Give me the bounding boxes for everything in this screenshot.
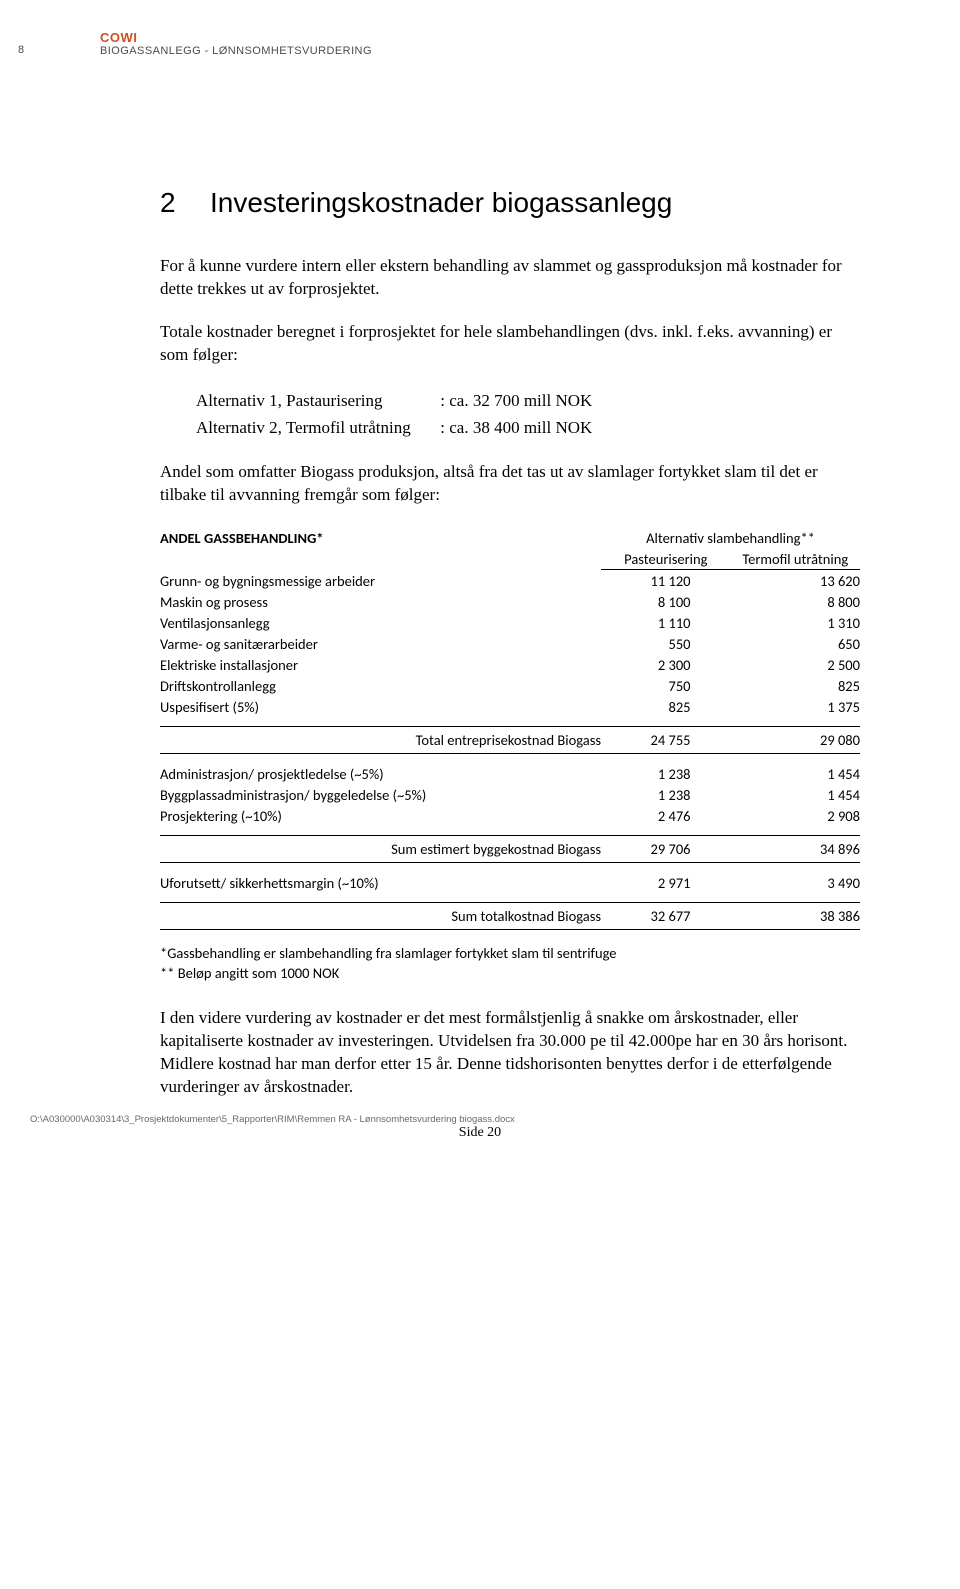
paragraph-intro-1: For å kunne vurdere intern eller ekstern… [160, 255, 860, 301]
row-val-b: 8 800 [731, 591, 860, 612]
total-label: Sum totalkostnad Biogass [160, 903, 601, 930]
subtotal-2-label: Sum estimert byggekostnad Biogass [160, 836, 601, 863]
row-val-b: 2 908 [731, 805, 860, 826]
table-note-1: *Gassbehandling er slambehandling fra sl… [160, 944, 860, 964]
table-header-row-1: ANDEL GASSBEHANDLING* Alternativ slambeh… [160, 527, 860, 548]
row-label: Uspesifisert (5%) [160, 696, 601, 717]
table-note-2: ** Beløp angitt som 1000 NOK [160, 964, 860, 984]
page-content: 2Investeringskostnader biogassanlegg For… [160, 187, 860, 1099]
table-supertitle-right: Alternativ slambehandling** [601, 527, 860, 548]
table-row: Driftskontrollanlegg 750 825 [160, 675, 860, 696]
row-val-a: 1 110 [601, 612, 730, 633]
row-label: Varme- og sanitærarbeider [160, 633, 601, 654]
alternative-row-1: Alternativ 1, Pastaurisering : ca. 32 70… [196, 387, 860, 414]
row-val-a: 1 238 [601, 763, 730, 784]
footer-path: O:\A030000\A030314\3_Prosjektdokumenter\… [30, 1114, 515, 1125]
table-row: Elektriske installasjoner 2 300 2 500 [160, 654, 860, 675]
alternatives-list: Alternativ 1, Pastaurisering : ca. 32 70… [196, 387, 860, 441]
table-row: Prosjektering (~10%) 2 476 2 908 [160, 805, 860, 826]
alternative-2-value: : ca. 38 400 mill NOK [440, 418, 592, 437]
row-val-b: 825 [731, 675, 860, 696]
section-title-text: Investeringskostnader biogassanlegg [210, 187, 672, 218]
row-label: Grunn- og bygningsmessige arbeider [160, 570, 601, 592]
row-val-a: 2 300 [601, 654, 730, 675]
row-label: Driftskontrollanlegg [160, 675, 601, 696]
row-val-a: 750 [601, 675, 730, 696]
subtotal-row-1: Total entreprisekostnad Biogass 24 755 2… [160, 727, 860, 754]
row-val-a: 825 [601, 696, 730, 717]
subtotal-1-a: 24 755 [601, 727, 730, 754]
row-val-b: 1 310 [731, 612, 860, 633]
alternative-1-value: : ca. 32 700 mill NOK [440, 391, 592, 410]
subtotal-row-2: Sum estimert byggekostnad Biogass 29 706… [160, 836, 860, 863]
row-val-b: 13 620 [731, 570, 860, 592]
table-row: Administrasjon/ prosjektledelse (~5%) 1 … [160, 763, 860, 784]
alternative-2-label: Alternativ 2, Termofil utråtning [196, 414, 436, 441]
cost-table: ANDEL GASSBEHANDLING* Alternativ slambeh… [160, 527, 860, 983]
row-val-a: 2 476 [601, 805, 730, 826]
page-footer: O:\A030000\A030314\3_Prosjektdokumenter\… [30, 1114, 930, 1141]
logo-text: COWI [100, 30, 860, 45]
col-a-head: Pasteurisering [601, 548, 730, 570]
total-a: 32 677 [601, 903, 730, 930]
row-val-a: 2 971 [601, 872, 730, 893]
row-val-a: 1 238 [601, 784, 730, 805]
table-row: Maskin og prosess 8 100 8 800 [160, 591, 860, 612]
paragraph-intro-2: Totale kostnader beregnet i forprosjekte… [160, 321, 860, 367]
row-label: Prosjektering (~10%) [160, 805, 601, 826]
row-label: Uforutsett/ sikkerhettsmargin (~10%) [160, 872, 601, 893]
table-row: Uforutsett/ sikkerhettsmargin (~10%) 2 9… [160, 872, 860, 893]
row-val-b: 1 375 [731, 696, 860, 717]
table-header-row-2: Pasteurisering Termofil utråtning [160, 548, 860, 570]
row-val-b: 1 454 [731, 784, 860, 805]
total-b: 38 386 [731, 903, 860, 930]
alternative-row-2: Alternativ 2, Termofil utråtning : ca. 3… [196, 414, 860, 441]
total-row: Sum totalkostnad Biogass 32 677 38 386 [160, 903, 860, 930]
running-title: BIOGASSANLEGG - LØNNSOMHETSVURDERING [100, 45, 860, 57]
alternative-1-label: Alternativ 1, Pastaurisering [196, 387, 436, 414]
subtotal-2-b: 34 896 [731, 836, 860, 863]
row-label: Elektriske installasjoner [160, 654, 601, 675]
page-number-top: 8 [18, 44, 24, 56]
page-header: COWI BIOGASSANLEGG - LØNNSOMHETSVURDERIN… [100, 30, 860, 57]
table-row: Byggplassadministrasjon/ byggeledelse (~… [160, 784, 860, 805]
row-label: Administrasjon/ prosjektledelse (~5%) [160, 763, 601, 784]
row-val-a: 11 120 [601, 570, 730, 592]
paragraph-closing: I den videre vurdering av kostnader er d… [160, 1007, 860, 1099]
section-number: 2 [160, 187, 210, 219]
section-heading: 2Investeringskostnader biogassanlegg [160, 187, 860, 219]
row-val-b: 2 500 [731, 654, 860, 675]
row-val-b: 1 454 [731, 763, 860, 784]
table-row: Varme- og sanitærarbeider 550 650 [160, 633, 860, 654]
row-val-b: 650 [731, 633, 860, 654]
table-row: Grunn- og bygningsmessige arbeider 11 12… [160, 570, 860, 592]
paragraph-intro-3: Andel som omfatter Biogass produksjon, a… [160, 461, 860, 507]
table-row: Uspesifisert (5%) 825 1 375 [160, 696, 860, 717]
table-notes: *Gassbehandling er slambehandling fra sl… [160, 944, 860, 983]
row-val-a: 8 100 [601, 591, 730, 612]
row-val-b: 3 490 [731, 872, 860, 893]
document-page: 8 COWI BIOGASSANLEGG - LØNNSOMHETSVURDER… [0, 0, 960, 1159]
row-val-a: 550 [601, 633, 730, 654]
row-label: Maskin og prosess [160, 591, 601, 612]
subtotal-1-label: Total entreprisekostnad Biogass [160, 727, 601, 754]
col-b-head: Termofil utråtning [731, 548, 860, 570]
row-label: Byggplassadministrasjon/ byggeledelse (~… [160, 784, 601, 805]
table-row: Ventilasjonsanlegg 1 110 1 310 [160, 612, 860, 633]
subtotal-1-b: 29 080 [731, 727, 860, 754]
footer-page-number: Side 20 [30, 1125, 930, 1141]
table-title: ANDEL GASSBEHANDLING* [160, 527, 601, 548]
subtotal-2-a: 29 706 [601, 836, 730, 863]
row-label: Ventilasjonsanlegg [160, 612, 601, 633]
